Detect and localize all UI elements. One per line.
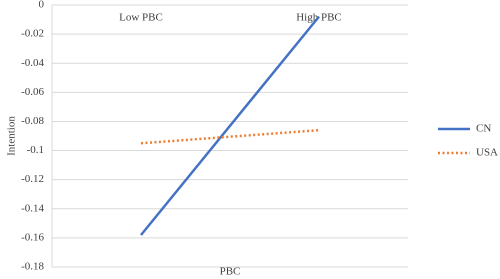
x-tick-label: Low PBC xyxy=(119,12,163,24)
y-tick-label: -0.14 xyxy=(21,202,44,214)
line-series xyxy=(140,15,320,236)
y-tick-label: -0.16 xyxy=(21,231,44,243)
y-axis-label: Intention xyxy=(6,116,18,156)
line-series xyxy=(140,128,320,145)
x-axis-label: PBC xyxy=(220,266,241,278)
legend-label: USA xyxy=(476,147,498,159)
y-tick-label: -0.08 xyxy=(21,115,44,127)
y-tick-label: -0.06 xyxy=(21,86,44,98)
y-tick-label: -0.1 xyxy=(27,144,44,156)
y-tick-label: -0.02 xyxy=(21,28,44,40)
y-tick-label: -0.04 xyxy=(21,57,44,69)
legend-label: CN xyxy=(476,123,491,135)
y-tick-label: -0.12 xyxy=(21,173,44,185)
y-tick-label: 0 xyxy=(39,0,45,11)
y-tick-label: -0.18 xyxy=(21,261,44,273)
